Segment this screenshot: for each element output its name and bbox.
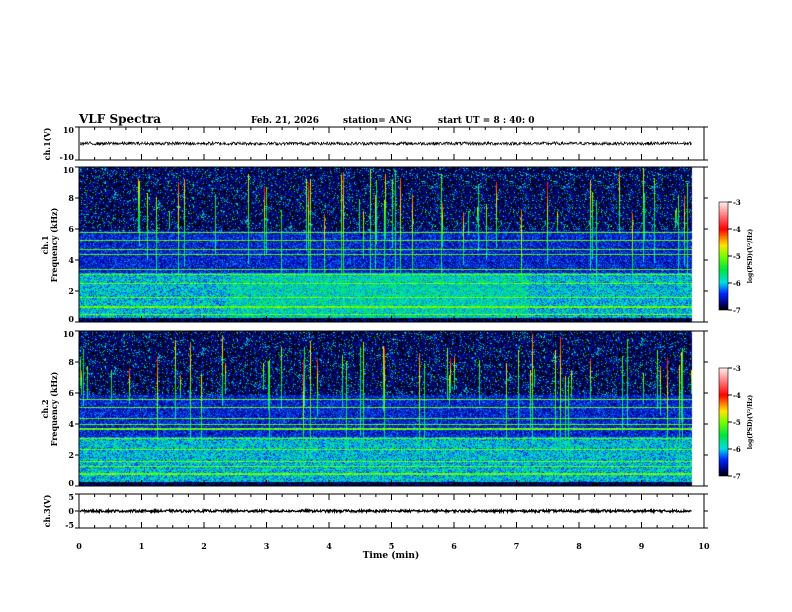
x-tick-label: 2 bbox=[201, 541, 207, 551]
y-tick-label: 2 bbox=[68, 286, 74, 296]
panel-3-frame bbox=[78, 330, 705, 487]
panel-2-frame bbox=[78, 166, 705, 323]
ch1-spectrogram-heatmap bbox=[79, 167, 704, 322]
y-tick-label: 6 bbox=[68, 388, 74, 398]
colorbar-1-frame bbox=[718, 201, 729, 311]
ch1-ylabel: ch.1(V) bbox=[42, 127, 52, 160]
colorbar-tick-label: -5 bbox=[733, 418, 741, 427]
station-label: station= ANG bbox=[343, 116, 412, 126]
y-tick-label: -10 bbox=[60, 152, 75, 162]
colorbar-tick-label: -6 bbox=[733, 445, 741, 454]
colorbar-tick-label: -4 bbox=[733, 391, 741, 400]
x-tick-label: 9 bbox=[639, 541, 645, 551]
y-tick-label: 8 bbox=[68, 357, 74, 367]
colorbar-tick-label: -4 bbox=[733, 225, 741, 234]
y-tick-label: 0 bbox=[68, 478, 74, 488]
x-tick-label: 7 bbox=[514, 541, 520, 551]
x-axis-label: Time (min) bbox=[363, 550, 420, 561]
colorbar-tick-label: -3 bbox=[733, 198, 741, 207]
x-tick-label: 1 bbox=[139, 541, 145, 551]
y-tick-label: 10 bbox=[63, 165, 75, 175]
ch2-spec-ylabel-1: ch.2 bbox=[40, 399, 50, 418]
y-tick-label: 0 bbox=[68, 314, 74, 324]
y-tick-label: 5 bbox=[68, 492, 74, 502]
ch2-spec-ylabel-2: Frequency (kHz) bbox=[49, 371, 59, 446]
ch1-waveform-trace bbox=[79, 140, 692, 147]
colorbar-2-label: log(PSD)(V²/Hz) bbox=[747, 395, 754, 450]
y-tick-label: -5 bbox=[65, 520, 74, 530]
date-label: Feb. 21, 2026 bbox=[251, 116, 319, 126]
x-tick-label: 5 bbox=[389, 541, 395, 551]
colorbar-1-label: log(PSD)(V²/Hz) bbox=[747, 229, 754, 284]
y-tick-label: 0 bbox=[68, 506, 74, 516]
ch2-spectrogram-heatmap bbox=[79, 331, 704, 486]
y-tick-label: 6 bbox=[68, 224, 74, 234]
x-tick-label: 8 bbox=[576, 541, 582, 551]
y-tick-label: 4 bbox=[68, 419, 74, 429]
ch3-ylabel: ch.3(V) bbox=[42, 494, 52, 527]
figure-title: VLF Spectra bbox=[78, 112, 161, 126]
y-tick-label: 4 bbox=[68, 255, 74, 265]
x-tick-label: 6 bbox=[451, 541, 457, 551]
y-tick-label: 8 bbox=[68, 193, 74, 203]
y-tick-label: 2 bbox=[68, 450, 74, 460]
colorbar-2 bbox=[719, 368, 728, 476]
ch3-waveform-trace bbox=[79, 507, 692, 515]
y-tick-label: 10 bbox=[63, 125, 75, 135]
y-tick-label: 10 bbox=[63, 329, 75, 339]
colorbar-1 bbox=[719, 202, 728, 310]
colorbar-tick-label: -5 bbox=[733, 252, 741, 261]
colorbar-tick-label: -7 bbox=[733, 306, 741, 315]
colorbar-2-frame bbox=[718, 367, 729, 477]
ch1-spec-ylabel-1: ch.1 bbox=[40, 235, 50, 254]
colorbar-tick-label: -3 bbox=[733, 364, 741, 373]
x-tick-label: 3 bbox=[264, 541, 270, 551]
x-tick-label: 0 bbox=[76, 541, 82, 551]
colorbar-tick-label: -7 bbox=[733, 472, 741, 481]
colorbar-tick-label: -6 bbox=[733, 279, 741, 288]
start-time-label: start UT = 8 : 40: 0 bbox=[438, 116, 535, 126]
x-tick-label: 4 bbox=[326, 541, 332, 551]
x-tick-label: 10 bbox=[698, 541, 710, 551]
ch1-spec-ylabel-2: Frequency (kHz) bbox=[49, 207, 59, 282]
